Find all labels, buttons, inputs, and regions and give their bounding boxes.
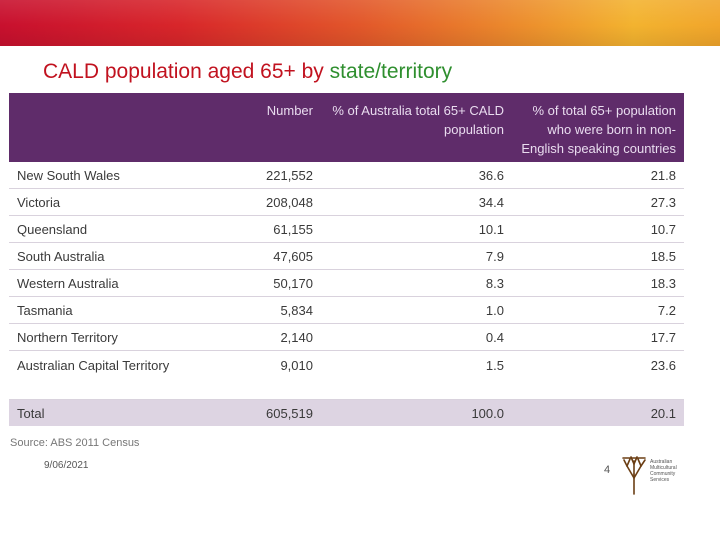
total-pct-cald: 100.0 xyxy=(321,399,512,426)
state-pct-total: 18.3 xyxy=(512,269,684,297)
logo-line: Australian xyxy=(650,459,673,465)
state-name: Tasmania xyxy=(9,296,230,324)
header-banner-shade xyxy=(0,0,720,46)
state-number: 61,155 xyxy=(230,215,321,243)
state-pct-cald: 1.0 xyxy=(321,296,512,324)
state-pct-total: 18.5 xyxy=(512,242,684,270)
page-number: 4 xyxy=(604,464,611,476)
logo-text: Australian Multicultural Community Servi… xyxy=(650,459,677,483)
logo-line: Community xyxy=(650,471,676,477)
state-name: Queensland xyxy=(9,215,230,243)
tree-icon xyxy=(622,456,646,495)
header-state xyxy=(9,93,230,162)
state-number: 50,170 xyxy=(230,269,321,297)
header-pct-total: % of total 65+ population who were born … xyxy=(512,93,684,162)
table-total-row: Total 605,519 100.0 20.1 xyxy=(9,399,684,426)
state-name: Australian Capital Territory xyxy=(9,350,230,400)
source-note: Source: ABS 2011 Census xyxy=(10,437,140,449)
state-pct-total: 23.6 xyxy=(512,350,684,400)
slide-title: CALD population aged 65+ by state/territ… xyxy=(43,60,452,84)
state-number: 47,605 xyxy=(230,242,321,270)
state-pct-cald: 34.4 xyxy=(321,188,512,216)
state-number: 221,552 xyxy=(230,162,321,189)
state-pct-cald: 10.1 xyxy=(321,215,512,243)
table-header-row: Number % of Australia total 65+ CALD pop… xyxy=(9,93,684,162)
table-row: Queensland 61,155 10.1 10.7 xyxy=(9,215,684,243)
slide-title-main: CALD population aged 65+ by xyxy=(43,60,330,83)
header-pct-cald: % of Australia total 65+ CALD population xyxy=(321,93,512,162)
state-number: 2,140 xyxy=(230,323,321,351)
state-pct-cald: 8.3 xyxy=(321,269,512,297)
state-number: 9,010 xyxy=(230,350,321,400)
total-number: 605,519 xyxy=(230,399,321,426)
state-number: 5,834 xyxy=(230,296,321,324)
state-name: New South Wales xyxy=(9,162,230,189)
state-pct-cald: 36.6 xyxy=(321,162,512,189)
table-row: South Australia 47,605 7.9 18.5 xyxy=(9,242,684,270)
slide-date: 9/06/2021 xyxy=(44,460,89,471)
total-label: Total xyxy=(9,399,230,426)
cald-table-container: Number % of Australia total 65+ CALD pop… xyxy=(9,93,684,426)
table-row: Victoria 208,048 34.4 27.3 xyxy=(9,188,684,216)
table-row: Northern Territory 2,140 0.4 17.7 xyxy=(9,323,684,351)
slide-title-highlight: state/territory xyxy=(329,60,453,83)
state-pct-total: 21.8 xyxy=(512,162,684,189)
state-pct-cald: 7.9 xyxy=(321,242,512,270)
state-pct-total: 17.7 xyxy=(512,323,684,351)
logo-line: Services xyxy=(650,477,670,483)
state-pct-total: 10.7 xyxy=(512,215,684,243)
logo-line: Multicultural xyxy=(650,465,677,471)
state-name: Northern Territory xyxy=(9,323,230,351)
header-banner xyxy=(0,0,720,46)
table-row: Western Australia 50,170 8.3 18.3 xyxy=(9,269,684,297)
state-pct-cald: 0.4 xyxy=(321,323,512,351)
total-pct-total: 20.1 xyxy=(512,399,684,426)
state-pct-total: 7.2 xyxy=(512,296,684,324)
table-row: Tasmania 5,834 1.0 7.2 xyxy=(9,296,684,324)
state-number: 208,048 xyxy=(230,188,321,216)
state-pct-cald: 1.5 xyxy=(321,350,512,400)
state-name: Victoria xyxy=(9,188,230,216)
table-row: Australian Capital Territory 9,010 1.5 2… xyxy=(9,350,684,400)
organization-logo xyxy=(622,456,646,495)
state-name: South Australia xyxy=(9,242,230,270)
state-name: Western Australia xyxy=(9,269,230,297)
table-row: New South Wales 221,552 36.6 21.8 xyxy=(9,162,684,189)
cald-population-table: Number % of Australia total 65+ CALD pop… xyxy=(9,93,684,426)
state-pct-total: 27.3 xyxy=(512,188,684,216)
header-number: Number xyxy=(230,93,321,162)
